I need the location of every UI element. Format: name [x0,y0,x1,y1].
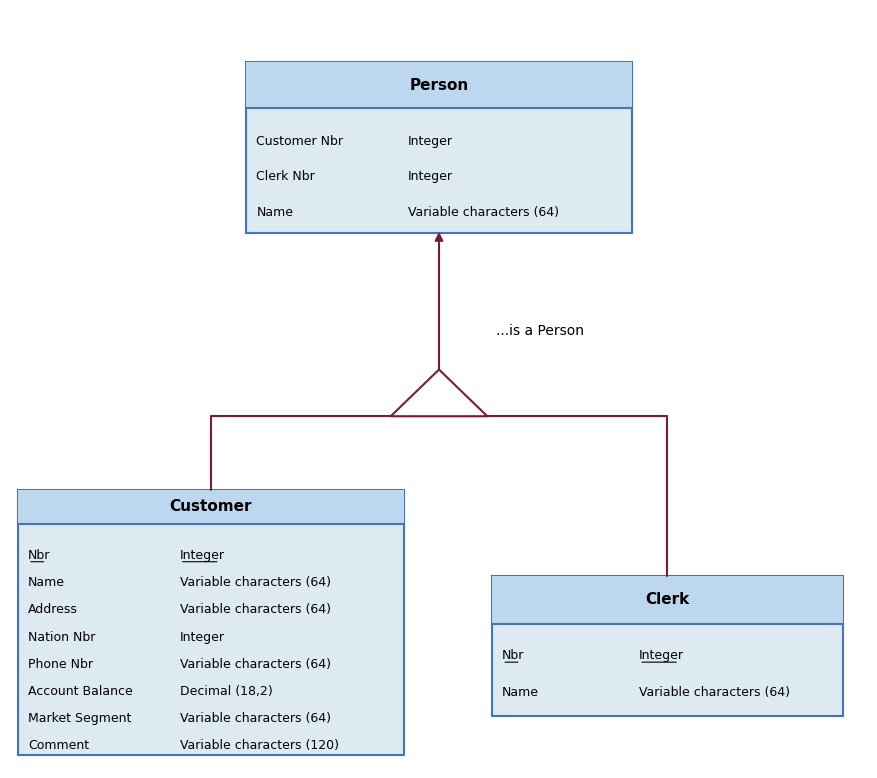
Text: Clerk: Clerk [645,592,688,607]
Text: Address: Address [28,604,78,616]
FancyBboxPatch shape [491,576,842,716]
Text: Variable characters (120): Variable characters (120) [180,739,339,752]
Text: Comment: Comment [28,739,89,752]
Text: Nbr: Nbr [28,549,50,562]
Text: Customer Nbr: Customer Nbr [256,135,343,148]
Text: Variable characters (64): Variable characters (64) [408,206,559,219]
Text: Clerk Nbr: Clerk Nbr [256,170,315,184]
Text: Name: Name [28,576,65,589]
Text: Variable characters (64): Variable characters (64) [180,657,331,671]
Text: Account Balance: Account Balance [28,685,132,698]
Text: Variable characters (64): Variable characters (64) [638,686,789,699]
Text: Customer: Customer [169,499,252,514]
Text: Name: Name [502,686,538,699]
Text: Nation Nbr: Nation Nbr [28,630,96,643]
Polygon shape [390,370,487,416]
Text: Integer: Integer [408,135,453,148]
Text: Market Segment: Market Segment [28,712,132,725]
FancyBboxPatch shape [246,62,631,233]
FancyBboxPatch shape [18,490,403,524]
Text: Person: Person [409,78,468,93]
Text: Phone Nbr: Phone Nbr [28,657,93,671]
FancyBboxPatch shape [246,62,631,108]
Text: Decimal (18,2): Decimal (18,2) [180,685,272,698]
FancyBboxPatch shape [18,490,403,755]
Text: Integer: Integer [408,170,453,184]
Text: Integer: Integer [180,630,225,643]
Text: Nbr: Nbr [502,650,524,662]
Text: Integer: Integer [638,650,683,662]
Text: Variable characters (64): Variable characters (64) [180,604,331,616]
FancyBboxPatch shape [491,576,842,624]
Text: Name: Name [256,206,293,219]
Text: ...is a Person: ...is a Person [496,324,583,338]
Text: Integer: Integer [180,549,225,562]
Text: Variable characters (64): Variable characters (64) [180,712,331,725]
Text: Variable characters (64): Variable characters (64) [180,576,331,589]
